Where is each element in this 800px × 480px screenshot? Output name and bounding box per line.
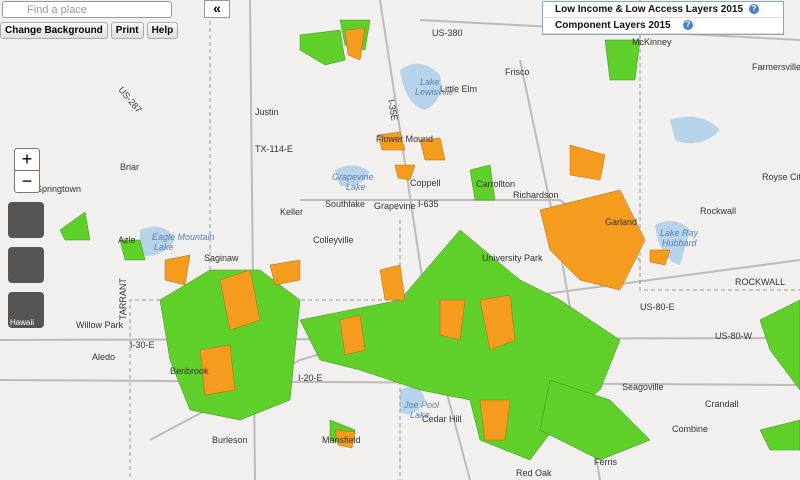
town-label: Carrollton <box>476 179 515 189</box>
toolbar: Change Background Print Help <box>0 22 179 39</box>
water-label: Lake <box>410 410 430 420</box>
road-label: TARRANT <box>118 278 128 320</box>
water-label: Joe Pool <box>403 400 440 410</box>
town-label: Combine <box>672 424 708 434</box>
print-button[interactable]: Print <box>110 22 144 39</box>
water <box>140 63 720 415</box>
road-label: ROCKWALL <box>735 277 785 287</box>
town-label: Colleyville <box>313 235 354 245</box>
conus-button[interactable] <box>8 247 44 283</box>
water-label: Lake <box>154 242 174 252</box>
layer-label: Component Layers 2015 <box>555 20 671 31</box>
road-label: I-635 <box>418 199 439 209</box>
road-label: US-287 <box>116 85 143 115</box>
layer-item[interactable]: Component Layers 2015? <box>543 18 783 34</box>
search-box[interactable]: Find a place <box>2 1 172 18</box>
town-label: Seagoville <box>622 382 664 392</box>
low-access-orange <box>164 27 671 449</box>
town-label: Flower Mound <box>376 134 433 144</box>
town-label: University Park <box>482 253 543 263</box>
town-label: Garland <box>605 217 637 227</box>
road-label: TX-114-E <box>255 144 293 154</box>
town-label: Keller <box>280 207 303 217</box>
road-label: US-80-E <box>640 302 675 312</box>
town-label: Farmersville <box>752 62 800 72</box>
town-label: Red Oak <box>516 468 552 478</box>
layer-item[interactable]: Low Income & Low Access Layers 2015? <box>543 2 783 18</box>
town-label: Willow Park <box>76 320 124 330</box>
water-label: Lewisville <box>415 87 454 97</box>
zoom-in[interactable]: + <box>15 149 39 171</box>
help-icon[interactable]: ? <box>749 4 759 14</box>
road-label: US-380 <box>432 28 463 38</box>
water-label: Lake <box>420 77 440 87</box>
zoom-out[interactable]: − <box>21 171 33 191</box>
town-label: Springtown <box>36 184 81 194</box>
town-label: Mansfield <box>322 435 361 445</box>
labels: Little Elm Frisco McKinney Farmersville Just… <box>36 37 800 478</box>
water-label: Lake <box>346 182 366 192</box>
town-label: Richardson <box>513 190 559 200</box>
town-label: Aledo <box>92 352 115 362</box>
town-label: Benbrook <box>170 366 209 376</box>
road-label: I-30-E <box>130 340 155 350</box>
water-label: Eagle Mountain <box>152 232 215 242</box>
town-label: Southlake <box>325 199 365 209</box>
town-label: Coppell <box>410 178 441 188</box>
town-label: Grapevine <box>374 201 416 211</box>
town-label: Frisco <box>505 67 530 77</box>
town-label: Briar <box>120 162 139 172</box>
water-label: Grapevine <box>332 172 374 182</box>
collapse-button[interactable]: « <box>204 0 230 18</box>
town-label: Crandall <box>705 399 739 409</box>
zoom-control: + − <box>14 148 40 193</box>
change-background-button[interactable]: Change Background <box>0 22 108 39</box>
town-label: Justin <box>255 107 279 117</box>
road-label: US-80-W <box>715 331 753 341</box>
town-label: Cedar Hill <box>422 414 462 424</box>
town-label: McKinney <box>632 37 672 47</box>
town-label: Burleson <box>212 435 248 445</box>
town-label: Azle <box>118 235 136 245</box>
town-label: Royse City <box>762 172 800 182</box>
hawaii-button[interactable]: Hawaii <box>8 292 44 328</box>
help-button[interactable]: Help <box>146 22 179 39</box>
road-label: I-20-E <box>298 373 323 383</box>
help-icon[interactable]: ? <box>683 20 693 30</box>
road-label: I-35E <box>386 99 400 122</box>
town-label: Rockwall <box>700 206 736 216</box>
layers-panel: Low Income & Low Access Layers 2015? Com… <box>542 1 784 35</box>
town-label: Saginaw <box>204 253 239 263</box>
town-label: Ferris <box>594 457 617 467</box>
layer-label: Low Income & Low Access Layers 2015 <box>555 4 744 15</box>
water-label: Hubbard <box>662 238 698 248</box>
town-label: Little Elm <box>440 84 477 94</box>
water-label: Lake Ray <box>660 228 699 238</box>
alaska-button[interactable] <box>8 202 44 238</box>
hawaii-label: Hawaii <box>10 318 35 327</box>
